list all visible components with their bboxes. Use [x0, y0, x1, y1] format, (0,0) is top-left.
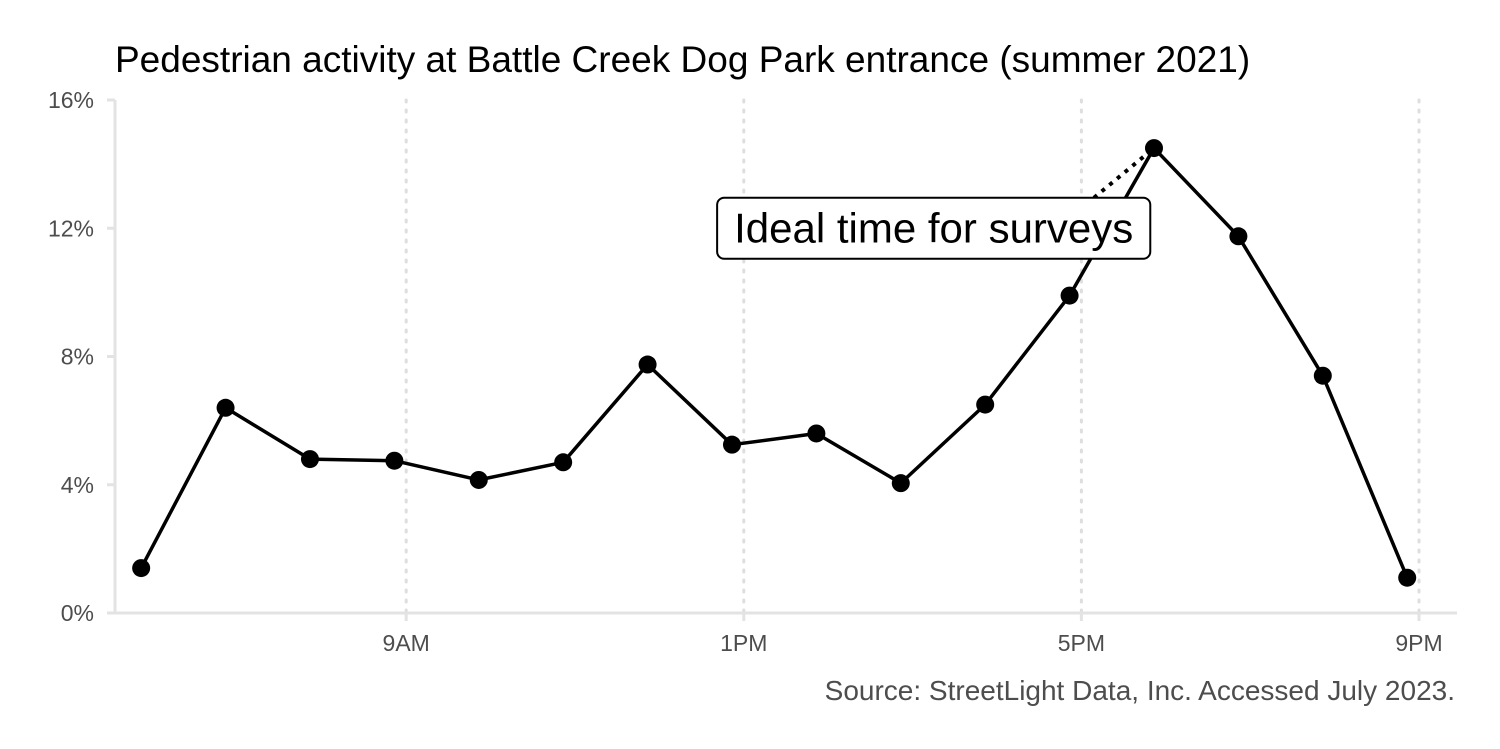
annotation-leader-group	[1092, 146, 1156, 200]
chart-caption: Source: StreetLight Data, Inc. Accessed …	[825, 675, 1455, 706]
data-point-1	[216, 398, 235, 417]
data-point-0	[132, 559, 151, 578]
y-tick-label-1: 4%	[61, 472, 94, 498]
data-point-7	[722, 435, 741, 454]
axes: 9AM 1PM 5PM 9PM 0% 4% 8% 12% 16%	[48, 87, 1457, 656]
data-point-8	[807, 424, 826, 443]
series-line-0	[139, 146, 1409, 579]
x-tick-label-3: 9PM	[1395, 630, 1442, 656]
annotation-leader	[1092, 146, 1156, 200]
y-tick-label-2: 8%	[61, 344, 94, 370]
data-point-11	[1060, 286, 1079, 305]
y-tick-label-0: 0%	[61, 600, 94, 626]
x-tick-label-0: 9AM	[383, 630, 430, 656]
data-point-2	[300, 450, 319, 469]
x-tick-label-1: 1PM	[720, 630, 767, 656]
chart-title: Pedestrian activity at Battle Creek Dog …	[115, 39, 1250, 80]
data-point-3	[385, 451, 404, 470]
annotation-box	[716, 196, 1152, 260]
annotation-label: Ideal time for surveys	[716, 196, 1152, 260]
grid	[404, 98, 1421, 615]
data-point-14	[1313, 366, 1332, 385]
data-point-13	[1229, 227, 1248, 246]
data-point-5	[554, 453, 573, 472]
data-point-12	[1144, 139, 1163, 158]
y-tick-label-4: 16%	[48, 87, 94, 113]
data-point-10	[976, 395, 995, 414]
y-tick-label-3: 12%	[48, 215, 94, 241]
data-point-4	[469, 470, 488, 489]
data-point-9	[891, 474, 910, 493]
annotation-text: Ideal time for surveys	[734, 204, 1133, 251]
data-point-6	[638, 355, 657, 374]
series-layer	[132, 139, 1417, 587]
data-point-15	[1398, 568, 1417, 587]
x-tick-label-2: 5PM	[1058, 630, 1105, 656]
annotation: Ideal time for surveys	[716, 196, 1152, 260]
